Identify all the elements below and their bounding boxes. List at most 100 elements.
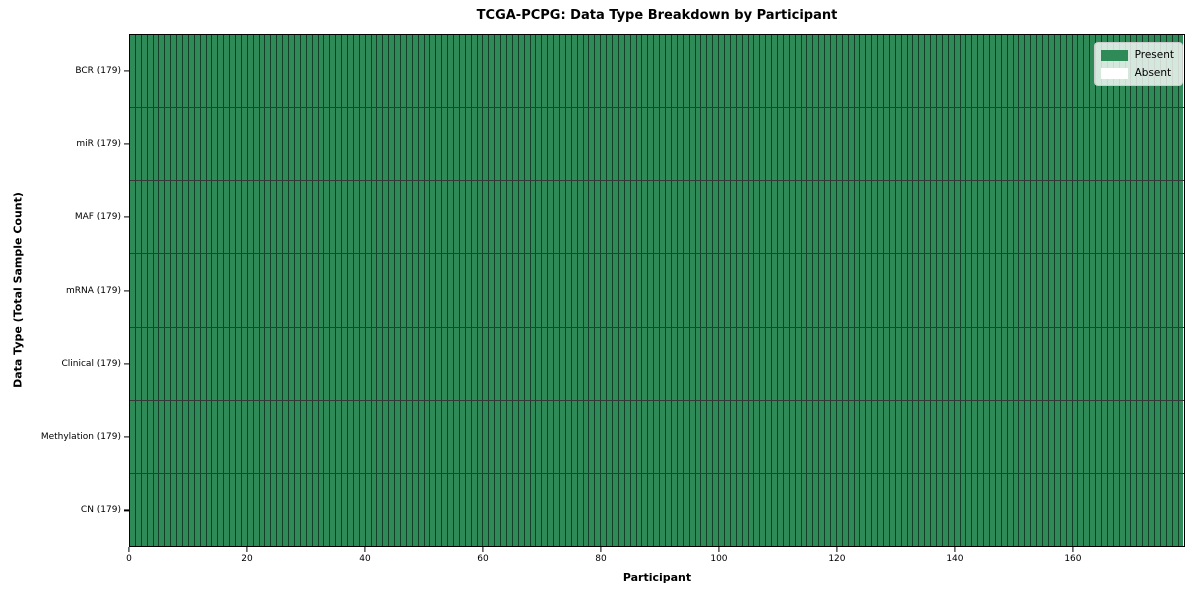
heatmap-cell <box>470 108 477 181</box>
heatmap-cell <box>323 108 330 181</box>
heatmap-cell <box>1177 108 1184 181</box>
heatmap-cell <box>447 400 453 473</box>
heatmap-cell <box>288 473 294 546</box>
heatmap-cell <box>152 254 159 327</box>
heatmap-cell <box>1136 473 1143 546</box>
heatmap-cell <box>423 35 430 108</box>
heatmap-cell <box>1077 473 1084 546</box>
heatmap-cell <box>217 400 224 473</box>
heatmap-cell <box>452 400 459 473</box>
heatmap-cell <box>240 327 247 400</box>
heatmap-cell <box>723 108 730 181</box>
heatmap-cell <box>252 327 259 400</box>
heatmap-cell <box>140 327 147 400</box>
heatmap-cell <box>506 400 512 473</box>
heatmap-cell <box>358 327 365 400</box>
heatmap-cell <box>670 400 677 473</box>
heatmap-cell <box>1036 35 1043 108</box>
heatmap-cell <box>953 181 960 254</box>
heatmap-cell <box>411 181 418 254</box>
heatmap-cell <box>1053 400 1060 473</box>
heatmap-row-cn <box>130 472 1184 546</box>
heatmap-cell <box>1171 400 1178 473</box>
heatmap-cell <box>134 108 141 181</box>
heatmap-cell <box>270 254 277 327</box>
heatmap-cell <box>282 400 289 473</box>
heatmap-cell <box>888 35 895 108</box>
heatmap-cell <box>323 400 330 473</box>
heatmap-cell <box>629 473 636 546</box>
heatmap-cell <box>1012 181 1019 254</box>
heatmap-cell <box>559 400 565 473</box>
heatmap-cell <box>771 400 777 473</box>
heatmap-cell <box>653 400 660 473</box>
heatmap-cell <box>706 327 713 400</box>
heatmap-cell <box>859 108 866 181</box>
heatmap-cell <box>906 35 913 108</box>
heatmap-cell <box>447 473 453 546</box>
heatmap-cell <box>1165 473 1172 546</box>
heatmap-cell <box>989 473 995 546</box>
heatmap-cell <box>582 254 589 327</box>
heatmap-cell <box>829 35 836 108</box>
heatmap-cell <box>818 327 825 400</box>
heatmap-cell <box>364 327 371 400</box>
heatmap-cell <box>523 400 530 473</box>
heatmap-cell <box>747 181 754 254</box>
heatmap-cell <box>983 473 990 546</box>
heatmap-cell <box>452 327 459 400</box>
heatmap-cell <box>382 400 389 473</box>
heatmap-cell <box>606 35 613 108</box>
heatmap-cell <box>1100 181 1107 254</box>
heatmap-cell <box>140 473 147 546</box>
heatmap-cell <box>482 400 489 473</box>
heatmap-cell <box>288 181 294 254</box>
heatmap-cell <box>311 108 318 181</box>
heatmap-cell <box>1095 254 1101 327</box>
y-tick-mark <box>124 363 129 365</box>
heatmap-cell <box>759 327 766 400</box>
heatmap-cell <box>370 108 377 181</box>
heatmap-cell <box>1047 108 1054 181</box>
heatmap-cell <box>541 327 548 400</box>
heatmap-cell <box>741 473 748 546</box>
heatmap-cell <box>523 327 530 400</box>
heatmap-cell <box>600 327 607 400</box>
heatmap-cell <box>900 181 907 254</box>
heatmap-cell <box>859 327 866 400</box>
heatmap-cell <box>906 181 913 254</box>
heatmap-cell <box>246 400 253 473</box>
heatmap-cell <box>182 108 188 181</box>
heatmap-cell <box>776 473 783 546</box>
heatmap-cell <box>1171 327 1178 400</box>
heatmap-cell <box>229 473 236 546</box>
heatmap-cell <box>182 35 188 108</box>
heatmap-cell <box>924 327 931 400</box>
heatmap-cell <box>352 35 359 108</box>
heatmap-cell <box>883 327 889 400</box>
heatmap-cell <box>1153 473 1160 546</box>
heatmap-cell <box>912 35 919 108</box>
heatmap-cell <box>288 327 294 400</box>
heatmap-cell <box>623 254 630 327</box>
heatmap-cell <box>405 254 412 327</box>
heatmap-cell <box>959 35 966 108</box>
heatmap-cell <box>576 108 583 181</box>
heatmap-cell <box>323 35 330 108</box>
heatmap-cell <box>1148 108 1154 181</box>
heatmap-cell <box>735 254 742 327</box>
heatmap-cell <box>559 327 565 400</box>
heatmap-cell <box>829 473 836 546</box>
heatmap-cell <box>346 35 353 108</box>
heatmap-cell <box>346 400 353 473</box>
heatmap-cell <box>152 35 159 108</box>
heatmap-cell <box>1136 108 1143 181</box>
heatmap-cell <box>235 400 241 473</box>
heatmap-cell <box>653 327 660 400</box>
heatmap-cell <box>682 35 689 108</box>
heatmap-cell <box>900 473 907 546</box>
heatmap-cell <box>511 473 518 546</box>
heatmap-cell <box>376 327 383 400</box>
heatmap-cell <box>647 327 654 400</box>
